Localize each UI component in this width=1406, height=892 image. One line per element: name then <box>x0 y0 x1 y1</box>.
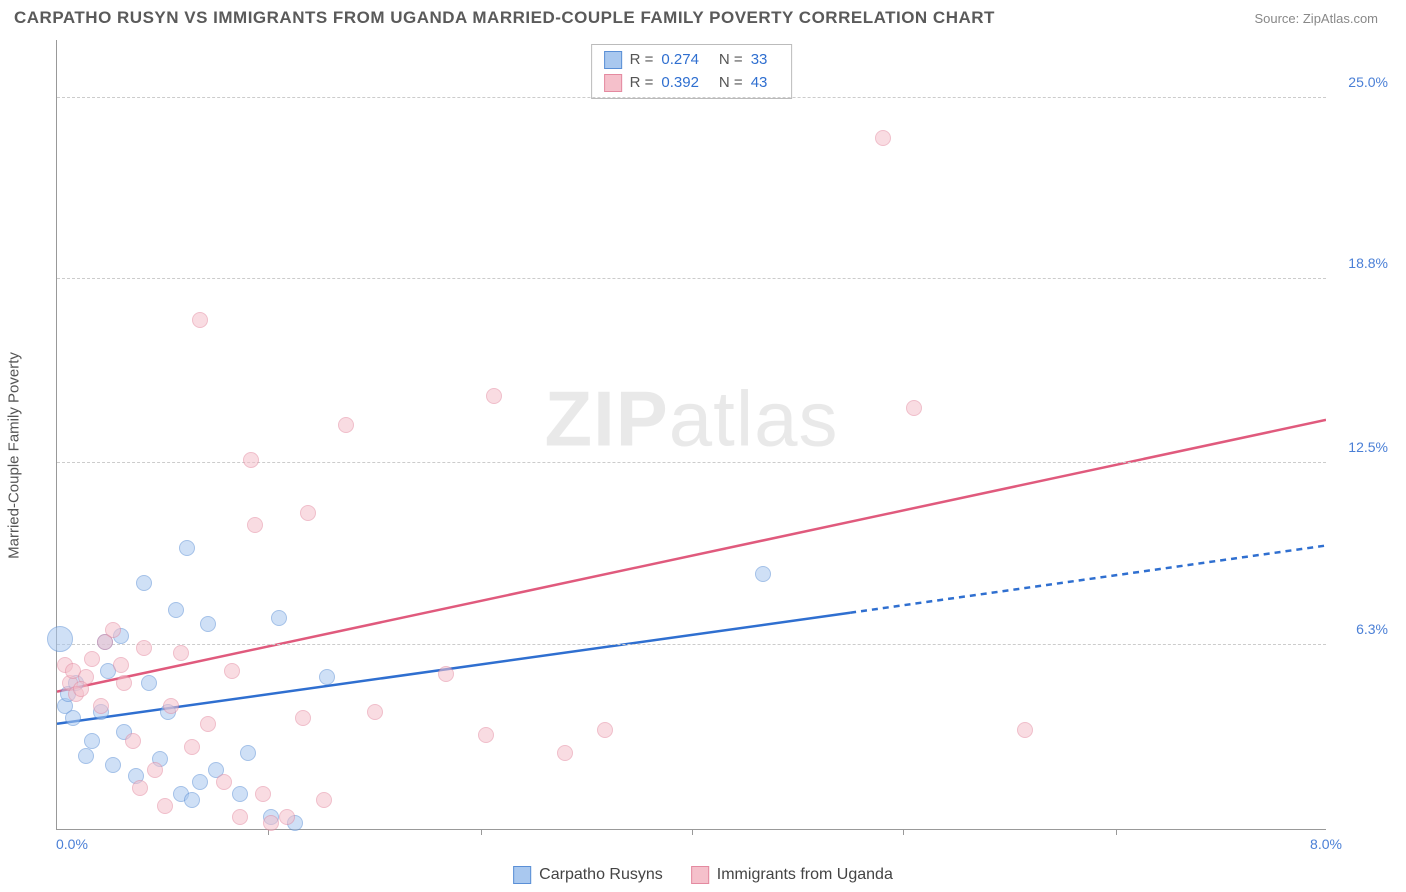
data-point <box>47 626 73 652</box>
data-point <box>78 748 94 764</box>
data-point <box>316 792 332 808</box>
legend-item: Immigrants from Uganda <box>691 866 893 884</box>
data-point <box>438 666 454 682</box>
swatch-icon <box>604 74 622 92</box>
r-value: 0.392 <box>661 72 699 95</box>
data-point <box>224 663 240 679</box>
data-point <box>755 566 771 582</box>
stats-row: R = 0.392 N = 43 <box>604 72 780 95</box>
plot-area: ZIPatlas R = 0.274 N = 33 R = 0.392 N = … <box>56 40 1326 830</box>
data-point <box>216 774 232 790</box>
trend-line <box>850 546 1326 613</box>
x-tick <box>1116 829 1117 835</box>
data-point <box>279 809 295 825</box>
data-point <box>173 645 189 661</box>
data-point <box>136 575 152 591</box>
data-point <box>147 762 163 778</box>
n-label: N = <box>719 72 743 95</box>
data-point <box>243 452 259 468</box>
data-point <box>300 505 316 521</box>
data-point <box>105 622 121 638</box>
legend-item: Carpatho Rusyns <box>513 866 663 884</box>
gridline <box>57 278 1326 279</box>
r-label: R = <box>630 72 654 95</box>
data-point <box>184 739 200 755</box>
data-point <box>157 798 173 814</box>
swatch-icon <box>604 51 622 69</box>
data-point <box>271 610 287 626</box>
y-axis-label: Married-Couple Family Poverty <box>6 352 23 559</box>
data-point <box>240 745 256 761</box>
legend-label: Carpatho Rusyns <box>539 866 663 884</box>
data-point <box>367 704 383 720</box>
data-point <box>200 616 216 632</box>
gridline <box>57 644 1326 645</box>
data-point <box>168 602 184 618</box>
gridline <box>57 97 1326 98</box>
data-point <box>163 698 179 714</box>
x-origin-label: 0.0% <box>56 836 88 852</box>
n-value: 33 <box>751 49 768 72</box>
x-tick <box>481 829 482 835</box>
x-max-label: 8.0% <box>1310 836 1342 852</box>
data-point <box>486 388 502 404</box>
data-point <box>184 792 200 808</box>
data-point <box>906 400 922 416</box>
data-point <box>141 675 157 691</box>
data-point <box>1017 722 1033 738</box>
data-point <box>192 774 208 790</box>
data-point <box>247 517 263 533</box>
stats-legend: R = 0.274 N = 33 R = 0.392 N = 43 <box>591 44 793 99</box>
swatch-icon <box>691 866 709 884</box>
watermark: ZIPatlas <box>544 373 838 464</box>
source-label: Source: ZipAtlas.com <box>1254 11 1378 26</box>
data-point <box>73 681 89 697</box>
y-tick-label: 25.0% <box>1348 74 1388 90</box>
data-point <box>338 417 354 433</box>
data-point <box>125 733 141 749</box>
chart-title: CARPATHO RUSYN VS IMMIGRANTS FROM UGANDA… <box>14 8 995 28</box>
x-tick <box>903 829 904 835</box>
data-point <box>200 716 216 732</box>
data-point <box>597 722 613 738</box>
data-point <box>232 809 248 825</box>
data-point <box>232 786 248 802</box>
data-point <box>319 669 335 685</box>
data-point <box>875 130 891 146</box>
y-tick-label: 12.5% <box>1348 439 1388 455</box>
data-point <box>557 745 573 761</box>
series-legend: Carpatho Rusyns Immigrants from Uganda <box>513 866 893 884</box>
data-point <box>192 312 208 328</box>
data-point <box>263 815 279 831</box>
swatch-icon <box>513 866 531 884</box>
legend-label: Immigrants from Uganda <box>717 866 893 884</box>
data-point <box>255 786 271 802</box>
data-point <box>84 733 100 749</box>
data-point <box>136 640 152 656</box>
data-point <box>93 698 109 714</box>
data-point <box>84 651 100 667</box>
n-label: N = <box>719 49 743 72</box>
y-tick-label: 6.3% <box>1356 621 1388 637</box>
r-value: 0.274 <box>661 49 699 72</box>
data-point <box>65 710 81 726</box>
data-point <box>478 727 494 743</box>
data-point <box>179 540 195 556</box>
data-point <box>105 757 121 773</box>
data-point <box>132 780 148 796</box>
chart-container: Married-Couple Family Poverty ZIPatlas R… <box>42 40 1396 854</box>
x-tick <box>692 829 693 835</box>
data-point <box>116 675 132 691</box>
n-value: 43 <box>751 72 768 95</box>
y-tick-label: 18.8% <box>1348 255 1388 271</box>
data-point <box>295 710 311 726</box>
data-point <box>113 657 129 673</box>
stats-row: R = 0.274 N = 33 <box>604 49 780 72</box>
r-label: R = <box>630 49 654 72</box>
